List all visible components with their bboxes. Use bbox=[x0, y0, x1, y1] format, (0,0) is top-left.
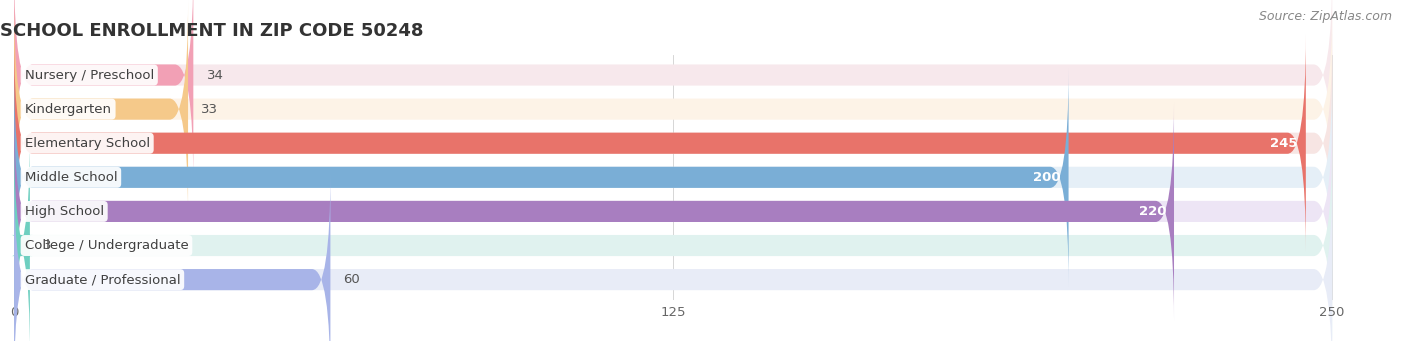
FancyBboxPatch shape bbox=[14, 171, 330, 341]
Text: 200: 200 bbox=[1033, 171, 1060, 184]
Text: Graduate / Professional: Graduate / Professional bbox=[25, 273, 180, 286]
FancyBboxPatch shape bbox=[14, 34, 1333, 252]
FancyBboxPatch shape bbox=[11, 137, 32, 341]
Text: Nursery / Preschool: Nursery / Preschool bbox=[25, 69, 153, 81]
Text: 34: 34 bbox=[207, 69, 224, 81]
FancyBboxPatch shape bbox=[14, 0, 1333, 218]
Text: Elementary School: Elementary School bbox=[25, 137, 149, 150]
FancyBboxPatch shape bbox=[14, 171, 1333, 341]
Text: Kindergarten: Kindergarten bbox=[25, 103, 111, 116]
Text: 60: 60 bbox=[343, 273, 360, 286]
Text: 3: 3 bbox=[44, 239, 52, 252]
Text: Source: ZipAtlas.com: Source: ZipAtlas.com bbox=[1258, 10, 1392, 23]
Text: College / Undergraduate: College / Undergraduate bbox=[25, 239, 188, 252]
FancyBboxPatch shape bbox=[14, 69, 1069, 286]
FancyBboxPatch shape bbox=[14, 34, 1306, 252]
FancyBboxPatch shape bbox=[14, 0, 194, 184]
FancyBboxPatch shape bbox=[14, 0, 1333, 184]
FancyBboxPatch shape bbox=[14, 69, 1333, 286]
FancyBboxPatch shape bbox=[14, 103, 1333, 320]
FancyBboxPatch shape bbox=[14, 137, 1333, 341]
FancyBboxPatch shape bbox=[14, 103, 1174, 320]
Text: High School: High School bbox=[25, 205, 104, 218]
Text: Middle School: Middle School bbox=[25, 171, 117, 184]
Text: 33: 33 bbox=[201, 103, 218, 116]
Text: 220: 220 bbox=[1139, 205, 1166, 218]
FancyBboxPatch shape bbox=[14, 0, 188, 218]
Text: SCHOOL ENROLLMENT IN ZIP CODE 50248: SCHOOL ENROLLMENT IN ZIP CODE 50248 bbox=[0, 22, 423, 40]
Text: 245: 245 bbox=[1271, 137, 1298, 150]
